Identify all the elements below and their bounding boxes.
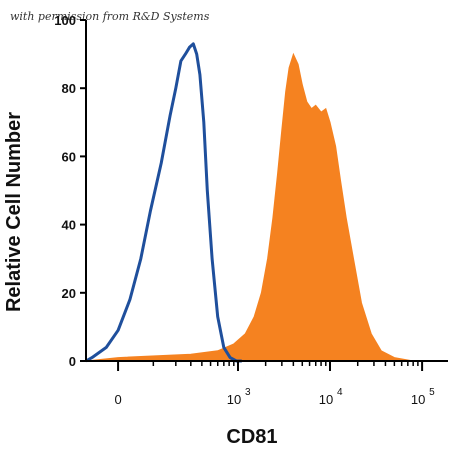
y-tick-label: 40 <box>62 218 76 233</box>
x-tick-label: 10 <box>319 392 333 407</box>
y-tick-label: 60 <box>62 149 76 164</box>
y-ticks: 0 20 40 60 80 100 <box>54 13 86 369</box>
y-tick-label: 100 <box>54 13 76 28</box>
x-tick-exponent: 3 <box>245 387 251 398</box>
x-tick-label: 10 <box>411 392 425 407</box>
watermark-text: with permission from R&D Systems <box>10 10 210 23</box>
y-tick-label: 0 <box>69 354 76 369</box>
plot-area <box>85 42 448 363</box>
cd81-filled-histogram <box>85 52 448 362</box>
y-axis-label: Relative Cell Number <box>3 112 25 312</box>
x-ticks: 0 10 3 10 4 10 5 <box>114 361 435 407</box>
x-tick-exponent: 4 <box>337 387 343 398</box>
isotype-outline-histogram <box>85 42 242 363</box>
y-tick-label: 20 <box>62 286 76 301</box>
x-tick-label: 0 <box>114 392 121 407</box>
x-tick-exponent: 5 <box>429 387 435 398</box>
x-axis-label: CD81 <box>226 426 277 448</box>
y-tick-label: 80 <box>62 81 76 96</box>
x-tick-label: 10 <box>227 392 241 407</box>
